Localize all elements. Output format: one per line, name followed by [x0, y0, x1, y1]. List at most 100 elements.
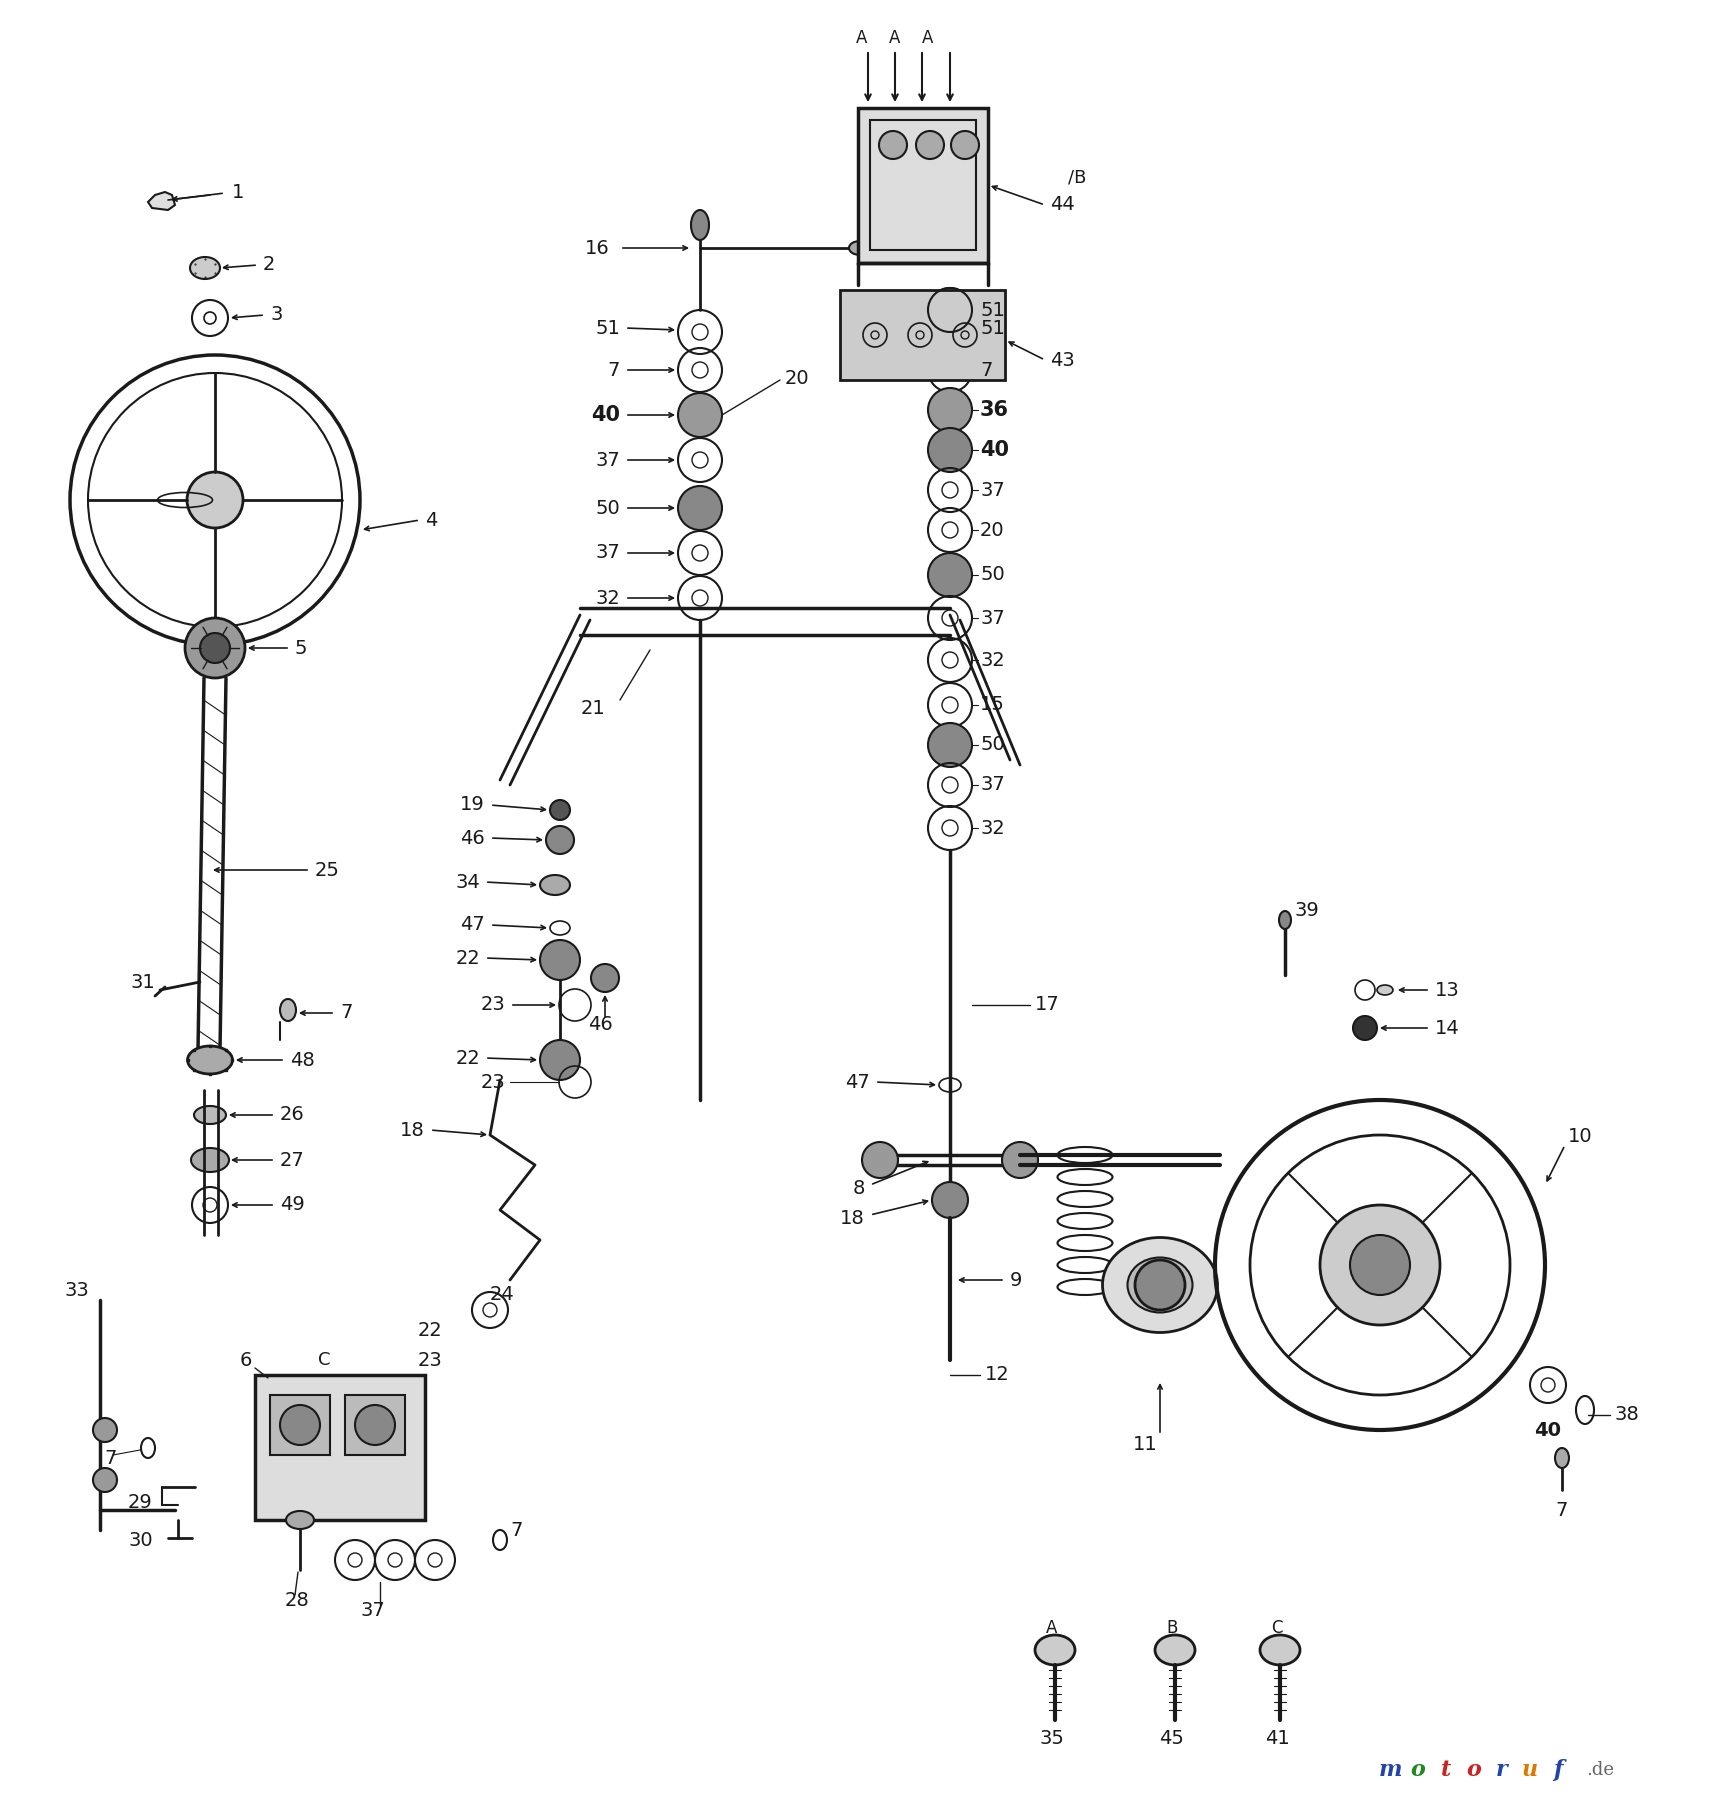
Text: 22: 22: [456, 949, 480, 968]
Bar: [346, 1395, 404, 1454]
Text: A: A: [922, 29, 934, 47]
Ellipse shape: [1103, 1238, 1218, 1332]
Text: r: r: [1496, 1759, 1508, 1780]
Text: 37: 37: [595, 544, 619, 562]
Text: 7: 7: [607, 360, 619, 380]
Text: f: f: [1553, 1759, 1563, 1780]
Text: 46: 46: [461, 828, 485, 848]
Text: 37: 37: [359, 1600, 385, 1620]
Circle shape: [280, 1406, 320, 1445]
Text: 14: 14: [1434, 1019, 1460, 1037]
Text: 32: 32: [595, 589, 619, 608]
Text: 3: 3: [270, 306, 282, 324]
Text: 7: 7: [980, 360, 992, 380]
Ellipse shape: [1280, 911, 1292, 929]
Text: 20: 20: [980, 520, 1004, 540]
Ellipse shape: [189, 257, 220, 279]
Bar: [870, 121, 975, 250]
Circle shape: [1319, 1204, 1440, 1325]
Ellipse shape: [187, 1046, 232, 1075]
Circle shape: [354, 1406, 396, 1445]
Text: 30: 30: [127, 1530, 153, 1550]
Ellipse shape: [850, 241, 870, 256]
Text: 41: 41: [1264, 1728, 1290, 1748]
Ellipse shape: [691, 211, 709, 239]
Text: 51: 51: [595, 319, 619, 338]
Text: 7: 7: [1557, 1501, 1569, 1519]
Text: 36: 36: [980, 400, 1010, 419]
Text: 34: 34: [456, 873, 480, 891]
Text: 19: 19: [461, 796, 485, 814]
Text: 9: 9: [1010, 1271, 1022, 1289]
Circle shape: [592, 965, 619, 992]
Text: 23: 23: [480, 995, 506, 1015]
Text: 50: 50: [595, 499, 619, 518]
Text: 16: 16: [585, 238, 611, 257]
Text: o: o: [1467, 1759, 1481, 1780]
Text: 32: 32: [980, 819, 1004, 837]
Text: 23: 23: [480, 1073, 506, 1091]
Text: 51: 51: [980, 301, 1004, 320]
Text: 22: 22: [418, 1321, 442, 1339]
Text: t: t: [1441, 1759, 1452, 1780]
Circle shape: [678, 486, 722, 529]
Text: 15: 15: [980, 695, 1004, 715]
Circle shape: [186, 617, 244, 679]
Circle shape: [545, 826, 574, 853]
Text: 22: 22: [456, 1048, 480, 1067]
Text: 12: 12: [986, 1366, 1010, 1384]
Polygon shape: [148, 193, 175, 211]
Text: 45: 45: [1159, 1728, 1185, 1748]
Text: A: A: [1046, 1618, 1058, 1636]
Text: 24: 24: [490, 1285, 514, 1305]
Circle shape: [879, 131, 906, 158]
Text: 13: 13: [1434, 981, 1460, 999]
Text: 11: 11: [1133, 1436, 1158, 1454]
Text: 47: 47: [845, 1073, 870, 1091]
Text: 37: 37: [980, 608, 1004, 628]
Text: 23: 23: [418, 1350, 442, 1370]
Text: 40: 40: [1534, 1420, 1562, 1440]
Text: 38: 38: [1615, 1406, 1639, 1424]
Text: 29: 29: [127, 1492, 153, 1512]
Circle shape: [1003, 1141, 1037, 1177]
Circle shape: [540, 940, 580, 979]
Bar: [858, 108, 987, 263]
Circle shape: [1354, 1015, 1378, 1040]
Text: 40: 40: [980, 439, 1010, 461]
Circle shape: [550, 799, 569, 821]
Text: .de: .de: [1586, 1760, 1613, 1778]
Circle shape: [932, 1183, 968, 1219]
Text: 50: 50: [980, 736, 1004, 754]
Circle shape: [678, 392, 722, 437]
Text: 2: 2: [263, 256, 275, 274]
Circle shape: [93, 1469, 117, 1492]
Text: o: o: [1410, 1759, 1426, 1780]
Circle shape: [187, 472, 243, 527]
Circle shape: [1350, 1235, 1410, 1294]
Ellipse shape: [1555, 1447, 1569, 1469]
Text: 32: 32: [980, 650, 1004, 670]
Text: 7: 7: [103, 1449, 117, 1467]
Circle shape: [200, 634, 230, 662]
Circle shape: [540, 1040, 580, 1080]
Text: 25: 25: [315, 860, 341, 880]
Text: 31: 31: [131, 974, 155, 992]
Text: A: A: [889, 29, 901, 47]
Text: m: m: [1378, 1759, 1402, 1780]
Text: /B: /B: [1068, 169, 1087, 187]
Circle shape: [929, 553, 972, 598]
Text: 4: 4: [425, 511, 437, 529]
Text: 50: 50: [980, 565, 1004, 585]
Text: 1: 1: [232, 184, 244, 203]
Ellipse shape: [194, 1105, 225, 1123]
Ellipse shape: [1035, 1634, 1075, 1665]
Bar: [255, 1375, 425, 1519]
Circle shape: [929, 724, 972, 767]
Text: 5: 5: [296, 639, 308, 657]
Text: 33: 33: [65, 1280, 89, 1300]
Text: 21: 21: [580, 698, 605, 718]
Text: 20: 20: [784, 369, 810, 387]
Text: C: C: [318, 1352, 330, 1370]
Bar: [270, 1395, 330, 1454]
